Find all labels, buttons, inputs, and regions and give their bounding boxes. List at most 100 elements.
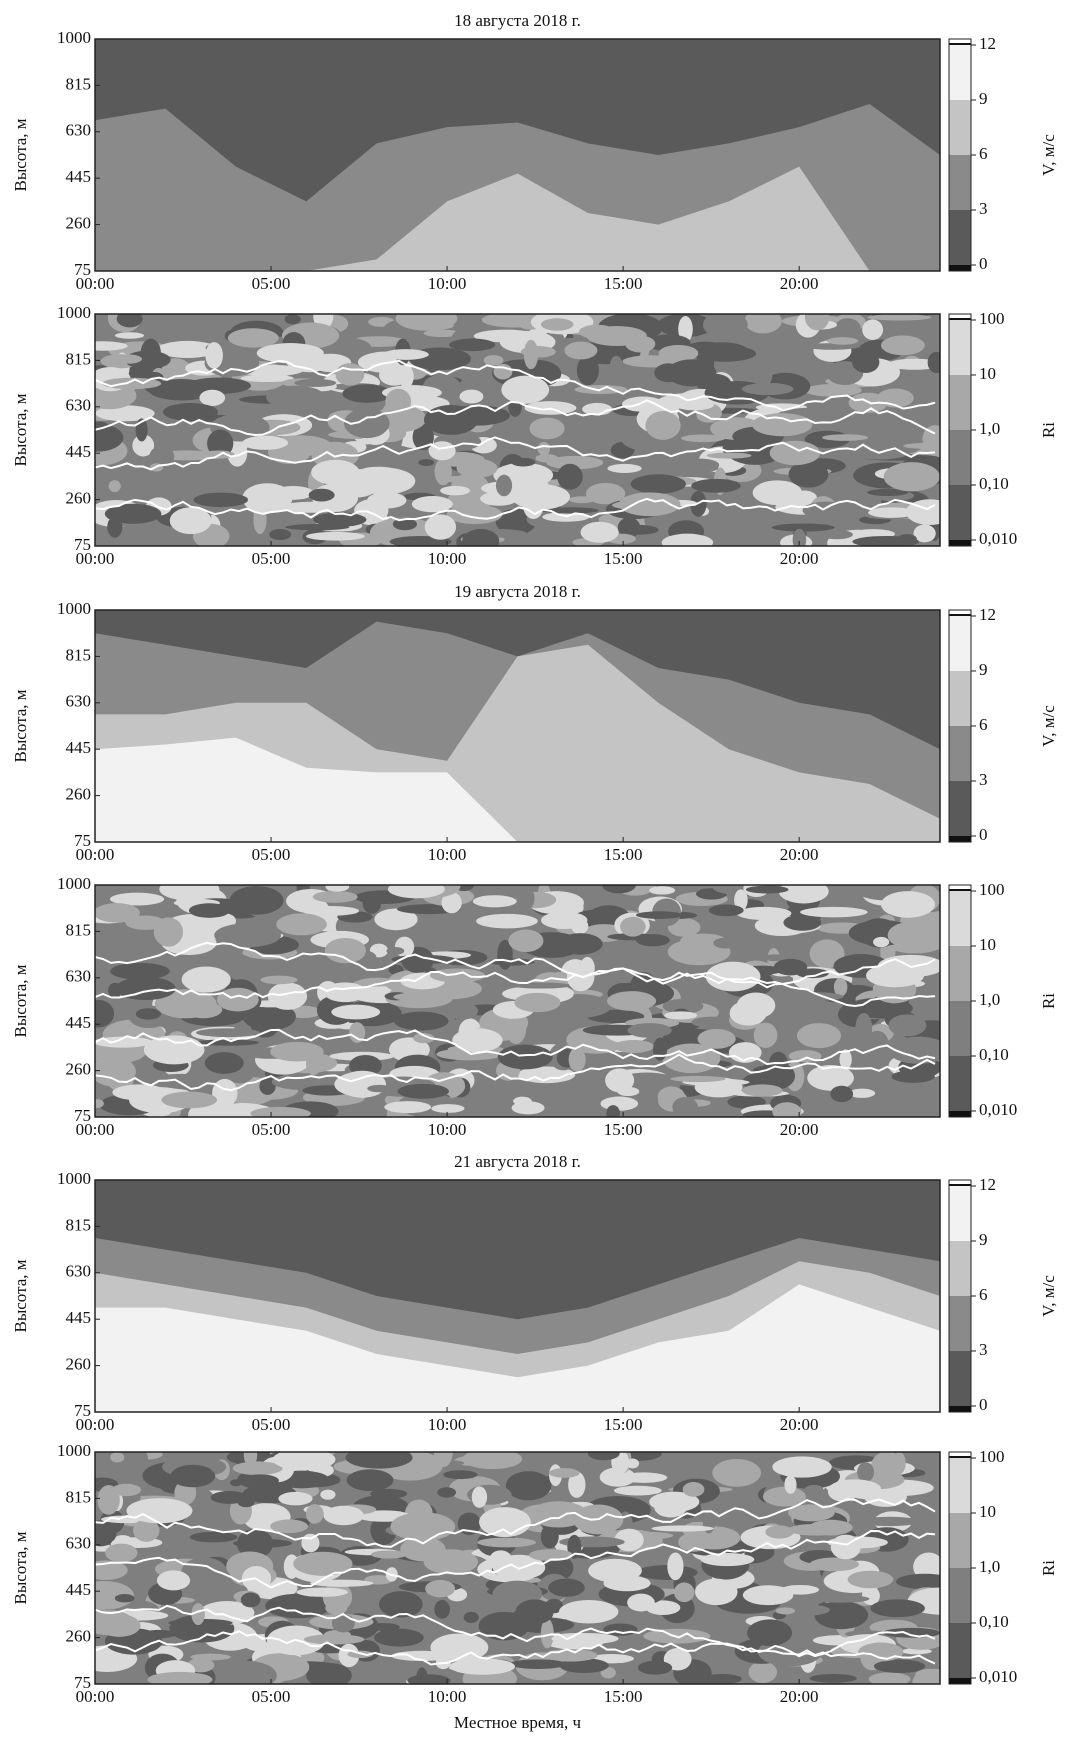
contour-region <box>627 1593 655 1612</box>
contour-region <box>568 496 595 504</box>
contour-region <box>425 1579 456 1598</box>
contour-line <box>95 967 936 1007</box>
contour-region <box>893 1452 906 1475</box>
contour-region <box>557 463 583 490</box>
contour-region <box>324 937 367 964</box>
colorbar-segment <box>949 155 971 210</box>
x-tick-label: 20:00 <box>780 1687 819 1706</box>
y-tick-label: 630 <box>66 1534 92 1553</box>
contour-region <box>605 1068 635 1093</box>
colorbar-segment <box>949 1186 971 1241</box>
contour-region <box>598 1024 615 1034</box>
contour-region <box>345 1452 413 1469</box>
contour-region <box>905 499 940 525</box>
contour-region <box>114 332 145 339</box>
y-tick-label: 445 <box>66 167 92 186</box>
colorbar-segment <box>949 1513 971 1568</box>
colorbar-label: Ri <box>1039 993 1058 1009</box>
colorbar-tick-label: 10 <box>979 935 996 954</box>
contour-region <box>680 434 726 443</box>
contour-region <box>413 1033 435 1044</box>
contour-region <box>622 396 665 412</box>
contour-region <box>828 1479 882 1498</box>
contour-region <box>678 1532 710 1552</box>
contour-region <box>265 1593 331 1619</box>
x-tick-label: 05:00 <box>252 274 291 293</box>
contour-region <box>162 403 218 422</box>
contour-region <box>540 318 574 331</box>
contour-region <box>270 1041 324 1062</box>
contour-region <box>449 338 496 352</box>
contour-region <box>548 1578 585 1597</box>
contour-region <box>809 939 845 969</box>
contour-region <box>459 389 484 404</box>
contour-region <box>266 385 326 410</box>
contour-region <box>691 478 741 493</box>
contour-region <box>311 459 360 485</box>
contour-region <box>216 1660 277 1684</box>
contour-region <box>830 1085 854 1103</box>
contour-region <box>514 992 561 1013</box>
contour-region <box>214 923 281 948</box>
contour-region <box>865 1030 889 1058</box>
colorbar-segment <box>949 1241 971 1296</box>
contour-region <box>510 982 572 989</box>
y-tick-label: 630 <box>66 692 92 711</box>
x-tick-label: 20:00 <box>780 274 819 293</box>
contour-region <box>181 966 231 993</box>
y-tick-label: 630 <box>66 1262 92 1281</box>
contour-region <box>301 1533 320 1553</box>
colorbar-label: V, м/с <box>1039 1275 1058 1317</box>
x-tick-label: 05:00 <box>252 1687 291 1706</box>
contour-region <box>599 1467 636 1487</box>
contour-region <box>848 441 912 460</box>
contour-region <box>880 891 935 918</box>
y-tick-label: 260 <box>66 1627 92 1646</box>
contour-line <box>95 941 936 989</box>
contour-region <box>809 1674 857 1683</box>
colorbar-segment <box>949 1568 971 1623</box>
contour-region <box>391 1650 453 1661</box>
y-tick-label: 815 <box>66 1215 92 1234</box>
contour-region <box>110 1452 125 1463</box>
colorbar-tick-label: 0 <box>979 254 988 273</box>
contour-region <box>713 937 739 949</box>
contour-region <box>418 458 435 467</box>
x-tick-label: 15:00 <box>604 1687 643 1706</box>
colorbar-segment <box>949 39 971 45</box>
contour-region <box>190 1653 231 1661</box>
contour-region <box>535 454 559 463</box>
contour-region <box>107 924 160 951</box>
contour-region <box>116 314 143 328</box>
contour-region <box>873 936 890 948</box>
colorbar-segment <box>949 1056 971 1111</box>
contour-region <box>748 1661 778 1684</box>
contour-region <box>331 1004 381 1020</box>
contour-region <box>645 411 681 440</box>
contour-region <box>312 890 358 903</box>
y-tick-label: 815 <box>66 645 92 664</box>
contour-region <box>212 1078 238 1108</box>
contour-region <box>603 1623 638 1636</box>
contour-region <box>613 1485 662 1496</box>
contour-region <box>463 1611 479 1623</box>
y-tick-label: 75 <box>74 535 91 554</box>
contour-line <box>95 497 936 522</box>
contour-region <box>483 355 504 366</box>
contour-region <box>667 1552 684 1581</box>
contour-region <box>95 999 115 1028</box>
contour-region <box>820 529 853 540</box>
y-tick-label: 1000 <box>57 303 91 322</box>
contour-region <box>745 885 789 894</box>
plot-frame <box>94 884 941 1118</box>
contour-region <box>868 507 916 518</box>
contour-region <box>323 982 367 1003</box>
contour-region <box>627 1023 672 1038</box>
contour-region <box>95 1036 153 1048</box>
contour-region <box>585 482 626 505</box>
y-tick-label: 815 <box>66 1487 92 1506</box>
contour-region <box>310 1579 374 1587</box>
y-tick-label: 1000 <box>57 28 91 47</box>
contour-region <box>607 991 657 1011</box>
colorbar-tick-label: 0,010 <box>979 529 1017 548</box>
